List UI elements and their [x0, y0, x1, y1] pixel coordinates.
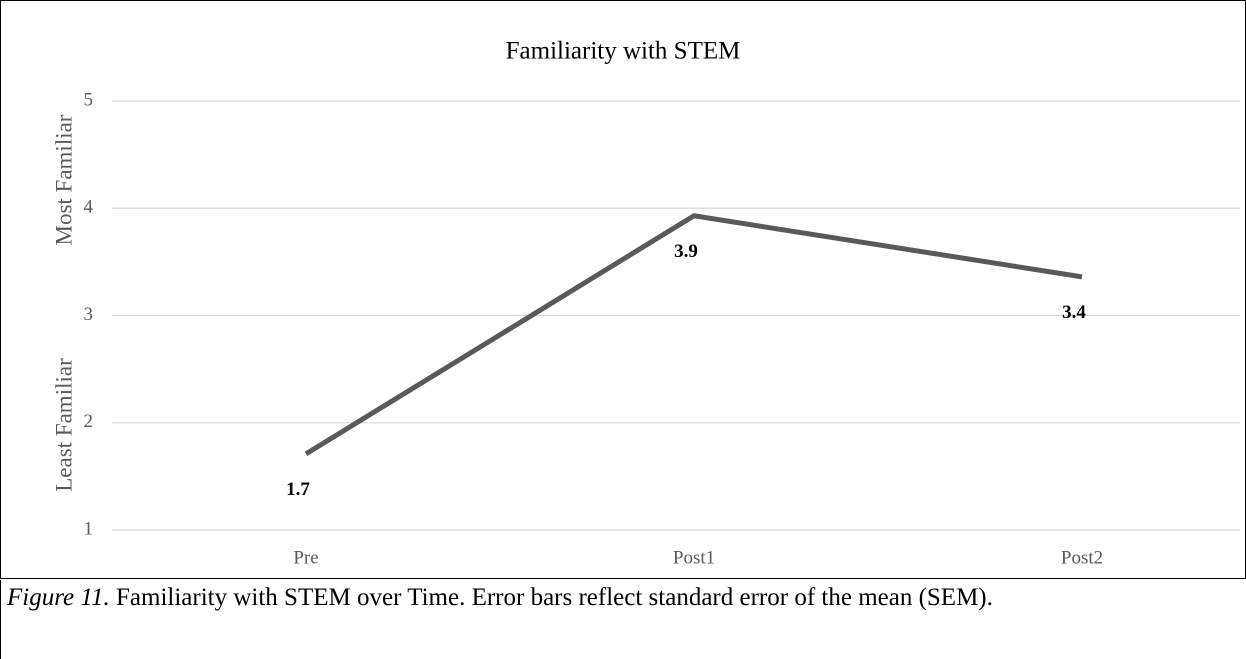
data-line	[304, 213, 1083, 456]
data-label: 3.9	[674, 241, 698, 262]
y-tick-label: 3	[84, 304, 94, 325]
x-tick-label: Post1	[673, 547, 715, 568]
chart-title: Familiarity with STEM	[506, 38, 741, 65]
y-axis-label: Least Familiar	[51, 358, 76, 492]
y-tick-label: 2	[84, 411, 94, 432]
x-tick-label: Pre	[293, 547, 318, 568]
y-axis-label: Most Familiar	[51, 114, 76, 245]
y-tick-label: 1	[84, 518, 94, 539]
y-tick-label: 5	[84, 89, 94, 110]
chart: Familiarity with STEM 1 2 3 4 5 Least Familia…	[0, 0, 1246, 579]
x-tick-label: Post2	[1061, 547, 1103, 568]
chart-border	[0, 0, 1246, 579]
caption-text: Familiarity with STEM over Time. Error b…	[116, 584, 993, 611]
data-label: 1.7	[286, 479, 310, 500]
figure-caption: Figure 11. Familiarity with STEM over Ti…	[0, 580, 1200, 659]
data-label: 3.4	[1062, 302, 1086, 323]
caption-label: Figure 11.	[7, 584, 110, 611]
y-tick-label: 4	[84, 197, 94, 218]
